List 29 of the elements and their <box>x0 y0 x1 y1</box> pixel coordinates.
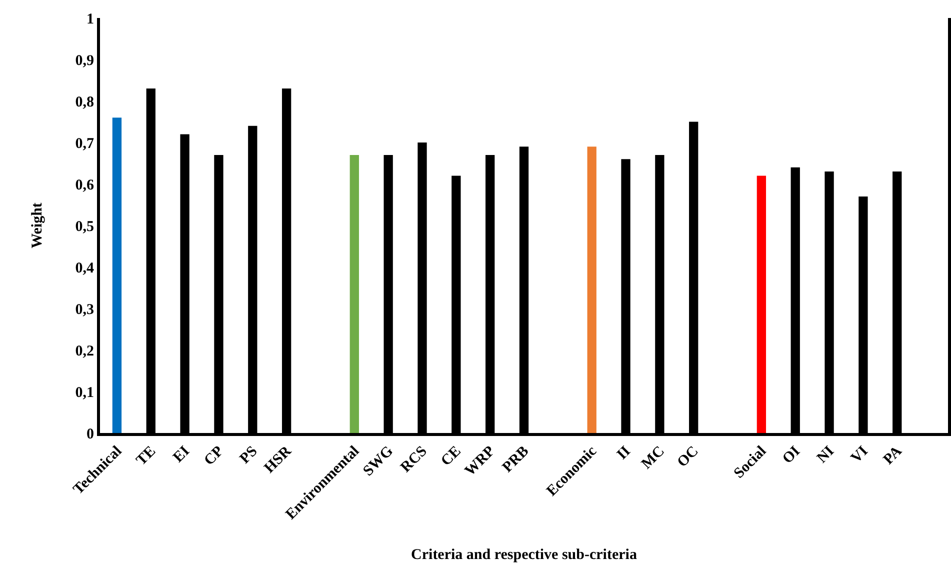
bar <box>350 154 359 433</box>
y-axis-title: Weight <box>30 202 46 248</box>
bar <box>587 146 596 433</box>
x-tick-label: NI <box>814 443 838 466</box>
x-tick-label: CP <box>201 443 227 469</box>
y-tick-label: 0,5 <box>75 218 94 235</box>
x-tick-label: OC <box>674 443 702 471</box>
x-tick-label: PA <box>880 443 906 468</box>
x-tick-label: TE <box>134 443 160 469</box>
y-tick-label: 0 <box>86 426 94 442</box>
y-tick-label: 0,2 <box>75 343 94 360</box>
y-tick-label: 0,8 <box>75 94 94 110</box>
bar <box>756 176 766 433</box>
y-tick-label: 1 <box>86 11 94 28</box>
y-tick-label: 0,1 <box>75 384 94 401</box>
x-tick-label: II <box>614 443 634 463</box>
bar <box>112 118 122 433</box>
x-axis-title: Criteria and respective sub-criteria <box>411 547 638 563</box>
x-tick-label: VI <box>848 443 872 466</box>
x-tick-label: PS <box>237 443 261 468</box>
y-tick-label: 0,7 <box>75 136 94 152</box>
x-tick-label: CE <box>438 443 464 470</box>
y-tick-label: 0,4 <box>75 260 94 276</box>
x-tick-label: OI <box>780 443 804 468</box>
y-tick-label: 0,3 <box>75 302 94 318</box>
x-tick-label: EI <box>170 443 194 466</box>
y-tick-label: 0,6 <box>75 177 94 194</box>
x-tick-label: MC <box>638 443 668 472</box>
y-tick-label: 0,9 <box>75 52 94 69</box>
